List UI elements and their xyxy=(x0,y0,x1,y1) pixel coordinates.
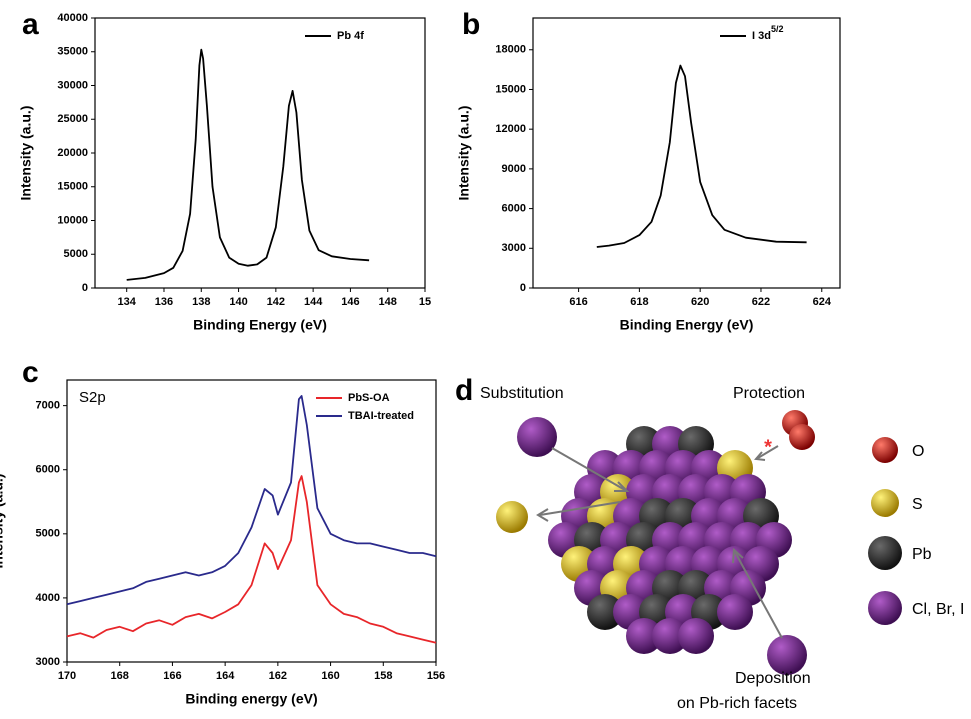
x-axis-title: Binding Energy (eV) xyxy=(620,317,754,333)
legend-label: Pb 4f xyxy=(337,30,364,42)
data-line xyxy=(596,64,807,248)
y-tick-label: 0 xyxy=(520,282,526,294)
y-axis-title: Intensity (a.u.) xyxy=(0,474,6,569)
x-tick-label: 158 xyxy=(374,670,392,682)
arrows xyxy=(536,445,783,639)
x-tick-label: 166 xyxy=(163,670,181,682)
legend-label: TBAI-treated xyxy=(348,410,414,422)
y-tick-label: 30000 xyxy=(57,79,88,91)
x-tick-label: 624 xyxy=(813,296,832,308)
x-tick-label: 170 xyxy=(58,670,76,682)
sphere xyxy=(789,424,815,450)
sphere xyxy=(767,635,807,675)
y-tick-label: 5000 xyxy=(64,248,88,260)
x-tick-label: 168 xyxy=(111,670,129,682)
legend-name: Pb 4f xyxy=(337,30,364,42)
y-tick-label: 35000 xyxy=(57,46,88,58)
x-tick-label: 620 xyxy=(691,296,709,308)
x-tick-label: 138 xyxy=(192,296,210,308)
sphere xyxy=(678,618,714,654)
y-tick-label: 6000 xyxy=(502,202,526,214)
y-tick-label: 40000 xyxy=(57,12,88,24)
x-tick-label: 140 xyxy=(229,296,247,308)
diagram-label: Protection xyxy=(733,385,805,402)
panel-label: c xyxy=(22,356,39,389)
legend-sphere xyxy=(868,591,902,625)
x-tick-label: 164 xyxy=(216,670,235,682)
legend-name: I 3d xyxy=(752,30,771,42)
legend-sphere xyxy=(868,536,902,570)
legend-name: PbS-OA xyxy=(348,392,390,404)
legend-label: S xyxy=(912,496,923,513)
plot-frame xyxy=(94,17,426,289)
annotation: S2p xyxy=(79,389,106,406)
x-axis-title: Binding Energy (eV) xyxy=(193,317,327,333)
y-tick-label: 15000 xyxy=(57,181,88,193)
panel-label: a xyxy=(22,8,39,41)
legend-label: Pb xyxy=(912,546,932,563)
nanocrystal xyxy=(548,426,792,654)
diagram-label: Deposition xyxy=(735,670,811,687)
y-tick-label: 4000 xyxy=(36,592,60,604)
x-tick-label: 146 xyxy=(341,296,359,308)
x-tick-label: 148 xyxy=(379,296,397,308)
legend-sphere xyxy=(872,437,898,463)
y-tick-label: 5000 xyxy=(36,528,60,540)
y-tick-label: 9000 xyxy=(502,163,526,175)
sphere xyxy=(587,594,623,630)
data-line xyxy=(126,48,370,281)
x-tick-label: 618 xyxy=(630,296,648,308)
sphere xyxy=(496,501,528,533)
y-tick-label: 0 xyxy=(82,282,88,294)
data-line xyxy=(66,395,437,606)
x-tick-label: 622 xyxy=(752,296,770,308)
y-tick-label: 6000 xyxy=(36,464,60,476)
x-tick-label: 160 xyxy=(321,670,339,682)
x-tick-label: 142 xyxy=(267,296,285,308)
y-tick-label: 10000 xyxy=(57,214,88,226)
y-tick-label: 3000 xyxy=(502,242,526,254)
legend-sphere xyxy=(871,489,899,517)
blocked-mark: * xyxy=(764,436,772,458)
legend-label: Cl, Br, I xyxy=(912,601,964,618)
x-axis-title: Binding energy (eV) xyxy=(185,691,317,707)
plot-frame xyxy=(66,379,437,663)
y-axis-title: Intensity (a.u.) xyxy=(18,106,34,201)
y-tick-label: 15000 xyxy=(495,83,526,95)
x-tick-label: 162 xyxy=(269,670,287,682)
x-tick-label: 156 xyxy=(427,670,445,682)
legend-name: TBAI-treated xyxy=(348,410,414,422)
y-tick-label: 20000 xyxy=(57,147,88,159)
legend-label: PbS-OA xyxy=(348,392,390,404)
x-tick-label: 136 xyxy=(155,296,173,308)
sphere xyxy=(652,618,688,654)
legend-label: I 3d5/2 xyxy=(752,24,783,42)
sphere xyxy=(717,594,753,630)
diagram-label: Substitution xyxy=(480,385,564,402)
diagram-label: on Pb-rich facets xyxy=(677,695,797,712)
y-tick-label: 18000 xyxy=(495,44,526,56)
y-axis-title: Intensity (a.u.) xyxy=(456,106,472,201)
x-tick-label: 134 xyxy=(118,296,137,308)
panel-label: d xyxy=(455,374,473,407)
y-tick-label: 25000 xyxy=(57,113,88,125)
sphere xyxy=(517,417,557,457)
x-tick-label: 15 xyxy=(419,296,431,308)
y-tick-label: 3000 xyxy=(36,656,60,668)
y-tick-label: 7000 xyxy=(36,400,60,412)
plot-frame xyxy=(532,17,841,289)
y-tick-label: 12000 xyxy=(495,123,526,135)
data-line xyxy=(66,475,437,644)
x-tick-label: 144 xyxy=(304,296,323,308)
x-tick-label: 616 xyxy=(569,296,587,308)
legend-sup: 5/2 xyxy=(771,24,784,34)
sphere xyxy=(626,618,662,654)
panel-label: b xyxy=(462,8,480,41)
legend-label: O xyxy=(912,443,924,460)
